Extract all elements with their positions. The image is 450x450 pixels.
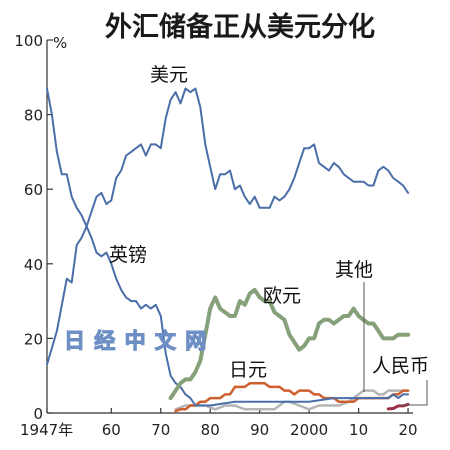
series-label-eur: 欧元: [263, 285, 301, 307]
x-axis: 1947年 60 70 80 90 2000 10 20: [20, 408, 418, 439]
series-label-jpy: 日元: [229, 359, 267, 381]
y-axis: 0 20 40 60 80 100: [14, 32, 53, 423]
chart-title: 外汇储备正从美元分化: [105, 11, 375, 43]
series-label-other: 其他: [335, 259, 373, 281]
series-line-gbp: [46, 87, 410, 407]
series-line-other: [174, 389, 410, 411]
series-label-gbp: 英镑: [109, 244, 147, 266]
watermark-text: 日 经 中 文 网: [64, 329, 207, 353]
x-tick-label: 1947年: [20, 421, 73, 439]
x-tick-label: 90: [250, 421, 269, 439]
y-tick-label: 0: [33, 405, 43, 423]
leader-line-cny: [401, 380, 428, 406]
y-tick-label: 60: [24, 181, 43, 199]
y-tick-label: 20: [24, 330, 43, 348]
series-label-cny: 人民币: [372, 355, 429, 377]
x-tick-label: 60: [102, 421, 121, 439]
plot-area: [46, 87, 411, 413]
x-tick-label: 80: [201, 421, 220, 439]
x-tick-label: 70: [151, 421, 170, 439]
series-line-usd: [46, 87, 410, 366]
x-tick-label: 20: [399, 421, 418, 439]
y-tick-label: 100: [14, 32, 43, 50]
y-unit-label: %: [53, 34, 67, 52]
y-tick-label: 80: [24, 107, 43, 125]
y-tick-label: 40: [24, 256, 43, 274]
x-tick-label: 2000: [290, 421, 328, 439]
series-line-eur: [168, 287, 411, 401]
series-label-usd: 美元: [150, 64, 188, 86]
x-tick-label: 10: [349, 421, 368, 439]
